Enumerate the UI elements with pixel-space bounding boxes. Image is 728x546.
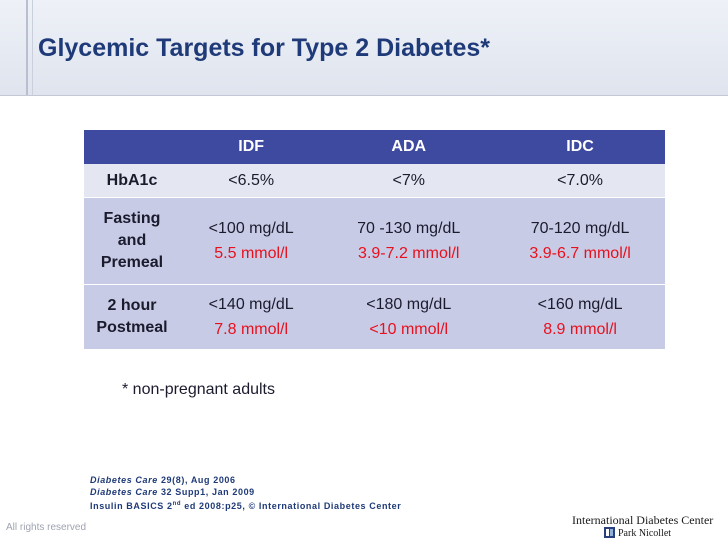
row-label-line: Premeal xyxy=(100,254,164,271)
glycemic-targets-table: IDF ADA IDC HbA1c <6.5% <7% <7.0% Fastin… xyxy=(84,130,665,349)
cell-mmol: 8.9 mmol/l xyxy=(543,321,617,338)
cell-hba1c-idf: <6.5% xyxy=(180,164,323,198)
cell-mgdl: <7% xyxy=(392,172,425,189)
reference-detail: 29(8), Aug 2006 xyxy=(157,475,236,485)
slide-header xyxy=(0,0,728,96)
column-header-idf: IDF xyxy=(180,130,323,164)
cell-fasting-idc: 70-120 mg/dL 3.9-6.7 mmol/l xyxy=(495,197,665,285)
row-label-line: Fasting xyxy=(103,210,161,227)
table-row-postmeal: 2 hour Postmeal <140 mg/dL 7.8 mmol/l <1… xyxy=(84,284,665,349)
cell-mgdl: <180 mg/dL xyxy=(366,296,452,313)
row-label-hba1c: HbA1c xyxy=(84,164,180,198)
reference-detail: Insulin BASICS 2 xyxy=(90,501,173,511)
reference-line-2: Diabetes Care 32 Supp1, Jan 2009 xyxy=(90,486,401,498)
header-decoration-thin xyxy=(32,0,33,96)
slide-title: Glycemic Targets for Type 2 Diabetes* xyxy=(38,34,491,62)
cell-mgdl: <100 mg/dL xyxy=(208,220,294,237)
cell-mmol: 3.9-6.7 mmol/l xyxy=(529,245,631,262)
header-decoration xyxy=(26,0,28,96)
journal-name: Diabetes Care xyxy=(90,475,158,485)
cell-mmol: 7.8 mmol/l xyxy=(214,321,289,338)
cell-mmol: <10 mmol/l xyxy=(369,321,449,338)
row-label-line: and xyxy=(117,232,147,249)
reference-line-1: Diabetes Care 29(8), Aug 2006 xyxy=(90,474,401,486)
cell-hba1c-idc: <7.0% xyxy=(495,164,665,198)
cell-mmol: 5.5 mmol/l xyxy=(214,245,289,262)
park-nicollet-logo-text: Park Nicollet xyxy=(618,528,672,539)
reference-detail: ed 2008:p25, xyxy=(181,501,249,511)
park-nicollet-logo-icon xyxy=(604,527,615,538)
reference-line-3: Insulin BASICS 2nd ed 2008:p25, © Intern… xyxy=(90,498,401,512)
row-label-line: 2 hour xyxy=(107,297,157,314)
cell-mgdl: <7.0% xyxy=(557,172,603,189)
reference-detail: International Diabetes Center xyxy=(255,501,402,511)
rights-notice: All rights reserved xyxy=(6,522,87,533)
cell-mmol: 3.9-7.2 mmol/l xyxy=(358,245,460,262)
cell-fasting-idf: <100 mg/dL 5.5 mmol/l xyxy=(180,197,323,285)
reference-detail: 32 Supp1, Jan 2009 xyxy=(157,487,255,497)
cell-mgdl: <6.5% xyxy=(228,172,275,189)
table-row-fasting: Fasting and Premeal <100 mg/dL 5.5 mmol/… xyxy=(84,197,665,285)
references: Diabetes Care 29(8), Aug 2006 Diabetes C… xyxy=(90,474,401,512)
cell-postmeal-idf: <140 mg/dL 7.8 mmol/l xyxy=(180,284,323,349)
column-header-ada: ADA xyxy=(322,130,496,164)
table-row-hba1c: HbA1c <6.5% <7% <7.0% xyxy=(84,164,665,198)
copyright-icon: © xyxy=(248,501,256,511)
row-label-line: Postmeal xyxy=(96,319,168,336)
row-label-fasting: Fasting and Premeal xyxy=(84,197,180,285)
cell-mgdl: <160 mg/dL xyxy=(537,296,623,313)
cell-fasting-ada: 70 -130 mg/dL 3.9-7.2 mmol/l xyxy=(322,197,496,285)
journal-name: Diabetes Care xyxy=(90,487,158,497)
footnote: * non-pregnant adults xyxy=(122,381,275,398)
cell-mgdl: <140 mg/dL xyxy=(208,296,294,313)
table-corner xyxy=(84,130,180,164)
row-label-line: HbA1c xyxy=(106,171,158,189)
cell-postmeal-idc: <160 mg/dL 8.9 mmol/l xyxy=(495,284,665,349)
cell-mgdl: 70-120 mg/dL xyxy=(530,220,630,237)
table-header-row: IDF ADA IDC xyxy=(84,130,665,164)
cell-mgdl: 70 -130 mg/dL xyxy=(357,220,461,237)
idc-logo-text: International Diabetes Center xyxy=(572,513,714,527)
cell-postmeal-ada: <180 mg/dL <10 mmol/l xyxy=(322,284,496,349)
column-header-idc: IDC xyxy=(495,130,665,164)
header-divider xyxy=(0,95,728,96)
cell-hba1c-ada: <7% xyxy=(322,164,496,198)
ordinal-suffix: nd xyxy=(172,501,182,507)
row-label-postmeal: 2 hour Postmeal xyxy=(84,284,180,349)
